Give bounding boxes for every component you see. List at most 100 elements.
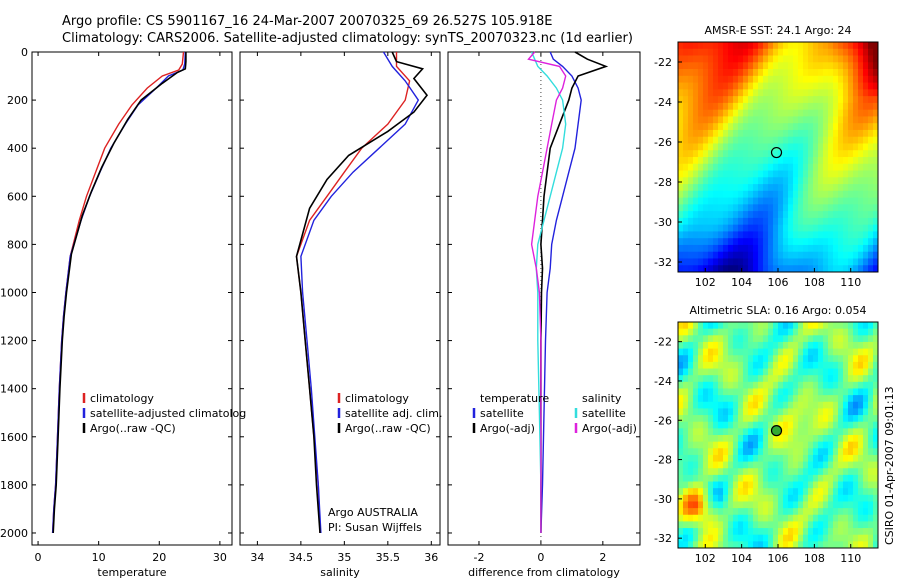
sla_map-cell bbox=[733, 375, 739, 383]
sla_map-cell bbox=[828, 454, 834, 462]
sla_map-cell bbox=[723, 514, 729, 522]
sla_map-cell bbox=[778, 468, 784, 476]
sla_map-cell bbox=[828, 481, 834, 489]
sla_map-cell bbox=[853, 408, 859, 416]
sla_map-cell bbox=[813, 521, 819, 529]
sla_map-cell bbox=[793, 461, 799, 469]
sla_map-cell bbox=[813, 428, 819, 436]
sst_map-cell bbox=[843, 136, 849, 144]
sst_map-cell bbox=[748, 265, 754, 273]
sst_map-cell bbox=[778, 244, 784, 253]
sst_map-cell bbox=[808, 163, 814, 171]
sla_map-cell bbox=[808, 441, 814, 449]
sst_map-cell bbox=[778, 157, 784, 165]
sla_map-cell bbox=[728, 481, 734, 489]
sla_map-cell bbox=[823, 508, 829, 516]
sla_map-cell bbox=[713, 461, 719, 469]
sla_map-cell bbox=[713, 488, 719, 496]
sst_map-cell bbox=[768, 143, 774, 151]
sla_map-cell bbox=[748, 381, 754, 389]
sla_map-cell bbox=[738, 361, 744, 369]
sla_map-cell bbox=[738, 468, 744, 476]
sla_map-cell bbox=[818, 375, 824, 383]
sst_map-cell bbox=[818, 238, 824, 246]
sst_map-cell bbox=[818, 163, 824, 171]
sla_map-cell bbox=[693, 448, 699, 456]
sla_map-cell bbox=[728, 361, 734, 369]
sla_map-cell bbox=[763, 322, 769, 330]
sla_map-cell bbox=[758, 474, 764, 482]
sst_map-cell bbox=[863, 109, 869, 117]
sst_map-cell bbox=[753, 163, 759, 171]
sst_map-cell bbox=[713, 69, 719, 77]
sla_map-cell bbox=[793, 335, 799, 343]
sla_map-cell bbox=[698, 355, 704, 363]
sla_map-cell bbox=[853, 441, 859, 449]
sla_map-cell bbox=[848, 381, 854, 389]
sst_map-cell bbox=[698, 116, 704, 124]
sla_map-cell bbox=[703, 481, 709, 489]
sst_map-cell bbox=[838, 69, 844, 77]
sst_map-cell bbox=[788, 244, 794, 253]
sst_map-cell bbox=[688, 211, 694, 219]
sla_map-cell bbox=[868, 368, 874, 376]
sst_map-cell bbox=[738, 143, 744, 151]
sst_map-cell bbox=[728, 136, 734, 144]
sst_map-cell bbox=[768, 197, 774, 205]
sst_map-ytick-label: -26 bbox=[654, 136, 672, 149]
sla_map-cell bbox=[783, 355, 789, 363]
sst_map-cell bbox=[733, 150, 739, 158]
sst_map-cell bbox=[758, 197, 764, 205]
sst_map-cell bbox=[853, 102, 859, 111]
sla_map-cell bbox=[843, 401, 849, 409]
sst_map-cell bbox=[718, 244, 724, 253]
sst_map-cell bbox=[793, 109, 799, 117]
sla_map-cell bbox=[733, 368, 739, 376]
sst_map-cell bbox=[823, 116, 829, 124]
sst_map-cell bbox=[678, 244, 684, 253]
sla_map-cell bbox=[678, 328, 684, 336]
sst_map-cell bbox=[753, 211, 759, 219]
sla_map-cell bbox=[713, 481, 719, 489]
sla_map-cell bbox=[763, 368, 769, 376]
sst_map-cell bbox=[713, 244, 719, 253]
sst_map-cell bbox=[853, 42, 859, 50]
sst_map-cell bbox=[838, 109, 844, 117]
sla_map-cell bbox=[758, 488, 764, 496]
sla_map-cell bbox=[768, 348, 774, 356]
sla_map-cell bbox=[818, 368, 824, 376]
sla_map-cell bbox=[813, 381, 819, 389]
sst_map-cell bbox=[823, 163, 829, 171]
sla_map-cell bbox=[838, 348, 844, 356]
sst_map-cell bbox=[778, 136, 784, 144]
sla_map-cell bbox=[743, 361, 749, 369]
sla_map-cell bbox=[863, 361, 869, 369]
sst_map-cell bbox=[813, 129, 819, 138]
sst_map-cell bbox=[693, 224, 699, 232]
sst_map-cell bbox=[723, 116, 729, 124]
sst_map-cell bbox=[678, 251, 684, 259]
sst_map-cell bbox=[753, 143, 759, 151]
sst_map-cell bbox=[843, 75, 849, 83]
sla_map-cell bbox=[858, 514, 864, 522]
sla_map-cell bbox=[723, 448, 729, 456]
sla_map-cell bbox=[803, 368, 809, 376]
sla_map-cell bbox=[813, 435, 819, 443]
sla_map-cell bbox=[863, 375, 869, 383]
sla_map-cell bbox=[823, 521, 829, 529]
sst_map-cell bbox=[683, 143, 689, 151]
sst_map-cell bbox=[758, 238, 764, 246]
sla_map-cell bbox=[723, 534, 729, 542]
sla_map-cell bbox=[703, 461, 709, 469]
sla_map-cell bbox=[683, 481, 689, 489]
sst_map-cell bbox=[868, 48, 874, 56]
sla_map-cell bbox=[863, 454, 869, 462]
sla_map-cell bbox=[818, 541, 824, 549]
sla_map-cell bbox=[778, 541, 784, 549]
sla_map-cell bbox=[693, 528, 699, 536]
sla_map-cell bbox=[718, 488, 724, 496]
sla_map-cell bbox=[783, 481, 789, 489]
sla_map-cell bbox=[728, 328, 734, 336]
sla_map-cell bbox=[723, 328, 729, 336]
sst_map-cell bbox=[678, 184, 684, 192]
